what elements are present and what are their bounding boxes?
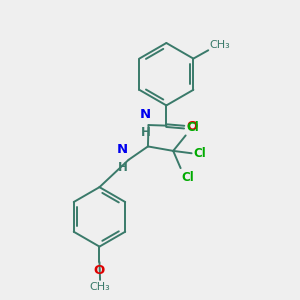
- Text: O: O: [187, 120, 198, 133]
- Text: CH₃: CH₃: [209, 40, 230, 50]
- Text: O: O: [94, 264, 105, 277]
- Text: H: H: [141, 126, 151, 139]
- Text: Cl: Cl: [187, 121, 200, 134]
- Text: N: N: [117, 143, 128, 156]
- Text: Cl: Cl: [181, 171, 194, 184]
- Text: Cl: Cl: [194, 147, 206, 160]
- Text: H: H: [118, 161, 128, 174]
- Text: N: N: [140, 108, 151, 121]
- Text: CH₃: CH₃: [90, 282, 110, 292]
